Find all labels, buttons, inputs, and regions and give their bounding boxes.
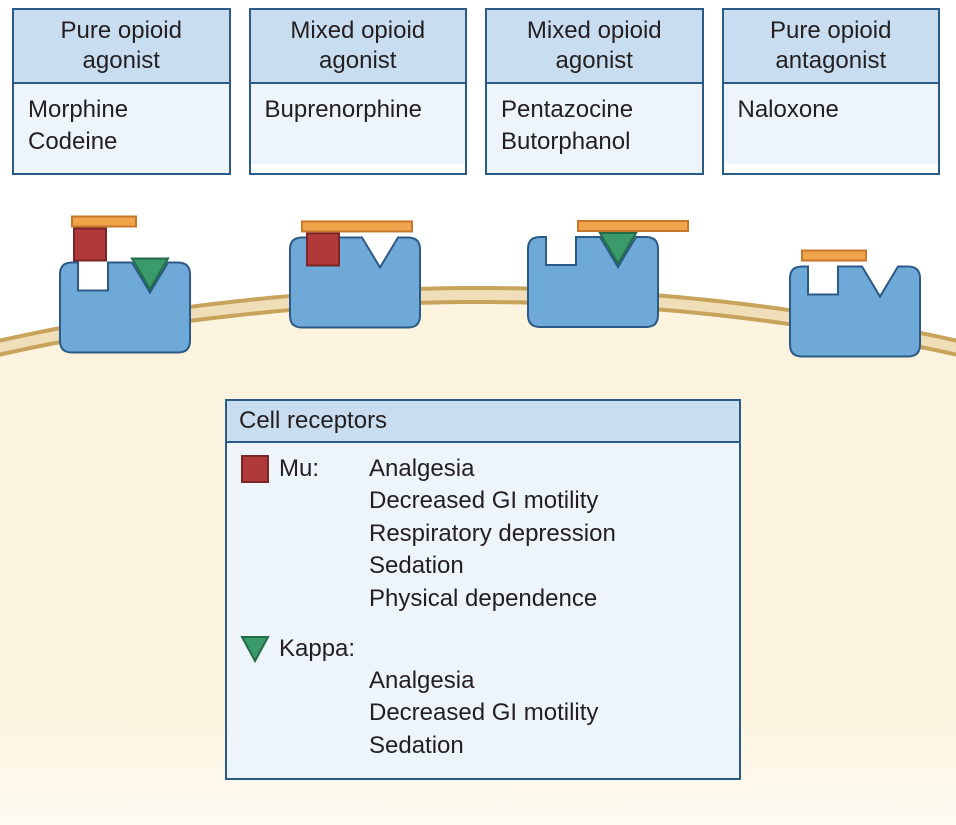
drug-category-header: Pure opioidagonist bbox=[14, 10, 229, 84]
drug-category-header: Pure opioidantagonist bbox=[724, 10, 939, 84]
receptor bbox=[60, 217, 190, 353]
antagonist-bar bbox=[578, 221, 688, 231]
drug-category-box: Mixed opioidagonistPentazocineButorphano… bbox=[485, 8, 704, 175]
legend-label: Mu: bbox=[279, 453, 369, 485]
drug-list: MorphineCodeine bbox=[14, 84, 229, 173]
mu-ligand bbox=[74, 229, 106, 261]
drug-list: Buprenorphine bbox=[251, 84, 466, 164]
drug-list: PentazocineButorphanol bbox=[487, 84, 702, 173]
legend-effects: AnalgesiaDecreased GI motilityRespirator… bbox=[369, 453, 727, 615]
drug-category-header: Mixed opioidagonist bbox=[487, 10, 702, 84]
receptor bbox=[290, 221, 420, 327]
mu-icon bbox=[239, 453, 271, 485]
drug-category-box: Mixed opioidagonistBuprenorphine bbox=[249, 8, 468, 175]
legend-title: Cell receptors bbox=[227, 401, 739, 443]
legend-effects: AnalgesiaDecreased GI motilitySedation bbox=[369, 633, 727, 762]
mu-ligand bbox=[307, 233, 339, 265]
drug-category-box: Pure opioidagonistMorphineCodeine bbox=[12, 8, 231, 175]
drug-list: Naloxone bbox=[724, 84, 939, 164]
legend-row: Mu:AnalgesiaDecreased GI motilityRespira… bbox=[239, 453, 727, 615]
receptor bbox=[790, 251, 920, 357]
drug-category-box: Pure opioidantagonistNaloxone bbox=[722, 8, 941, 175]
drug-category-header: Mixed opioidagonist bbox=[251, 10, 466, 84]
antagonist-bar bbox=[302, 221, 412, 231]
legend-label: Kappa: bbox=[279, 633, 369, 665]
kappa-icon bbox=[239, 633, 271, 665]
antagonist-bar bbox=[802, 251, 866, 261]
legend-row: Kappa:AnalgesiaDecreased GI motilitySeda… bbox=[239, 633, 727, 762]
antagonist-bar bbox=[72, 217, 136, 227]
